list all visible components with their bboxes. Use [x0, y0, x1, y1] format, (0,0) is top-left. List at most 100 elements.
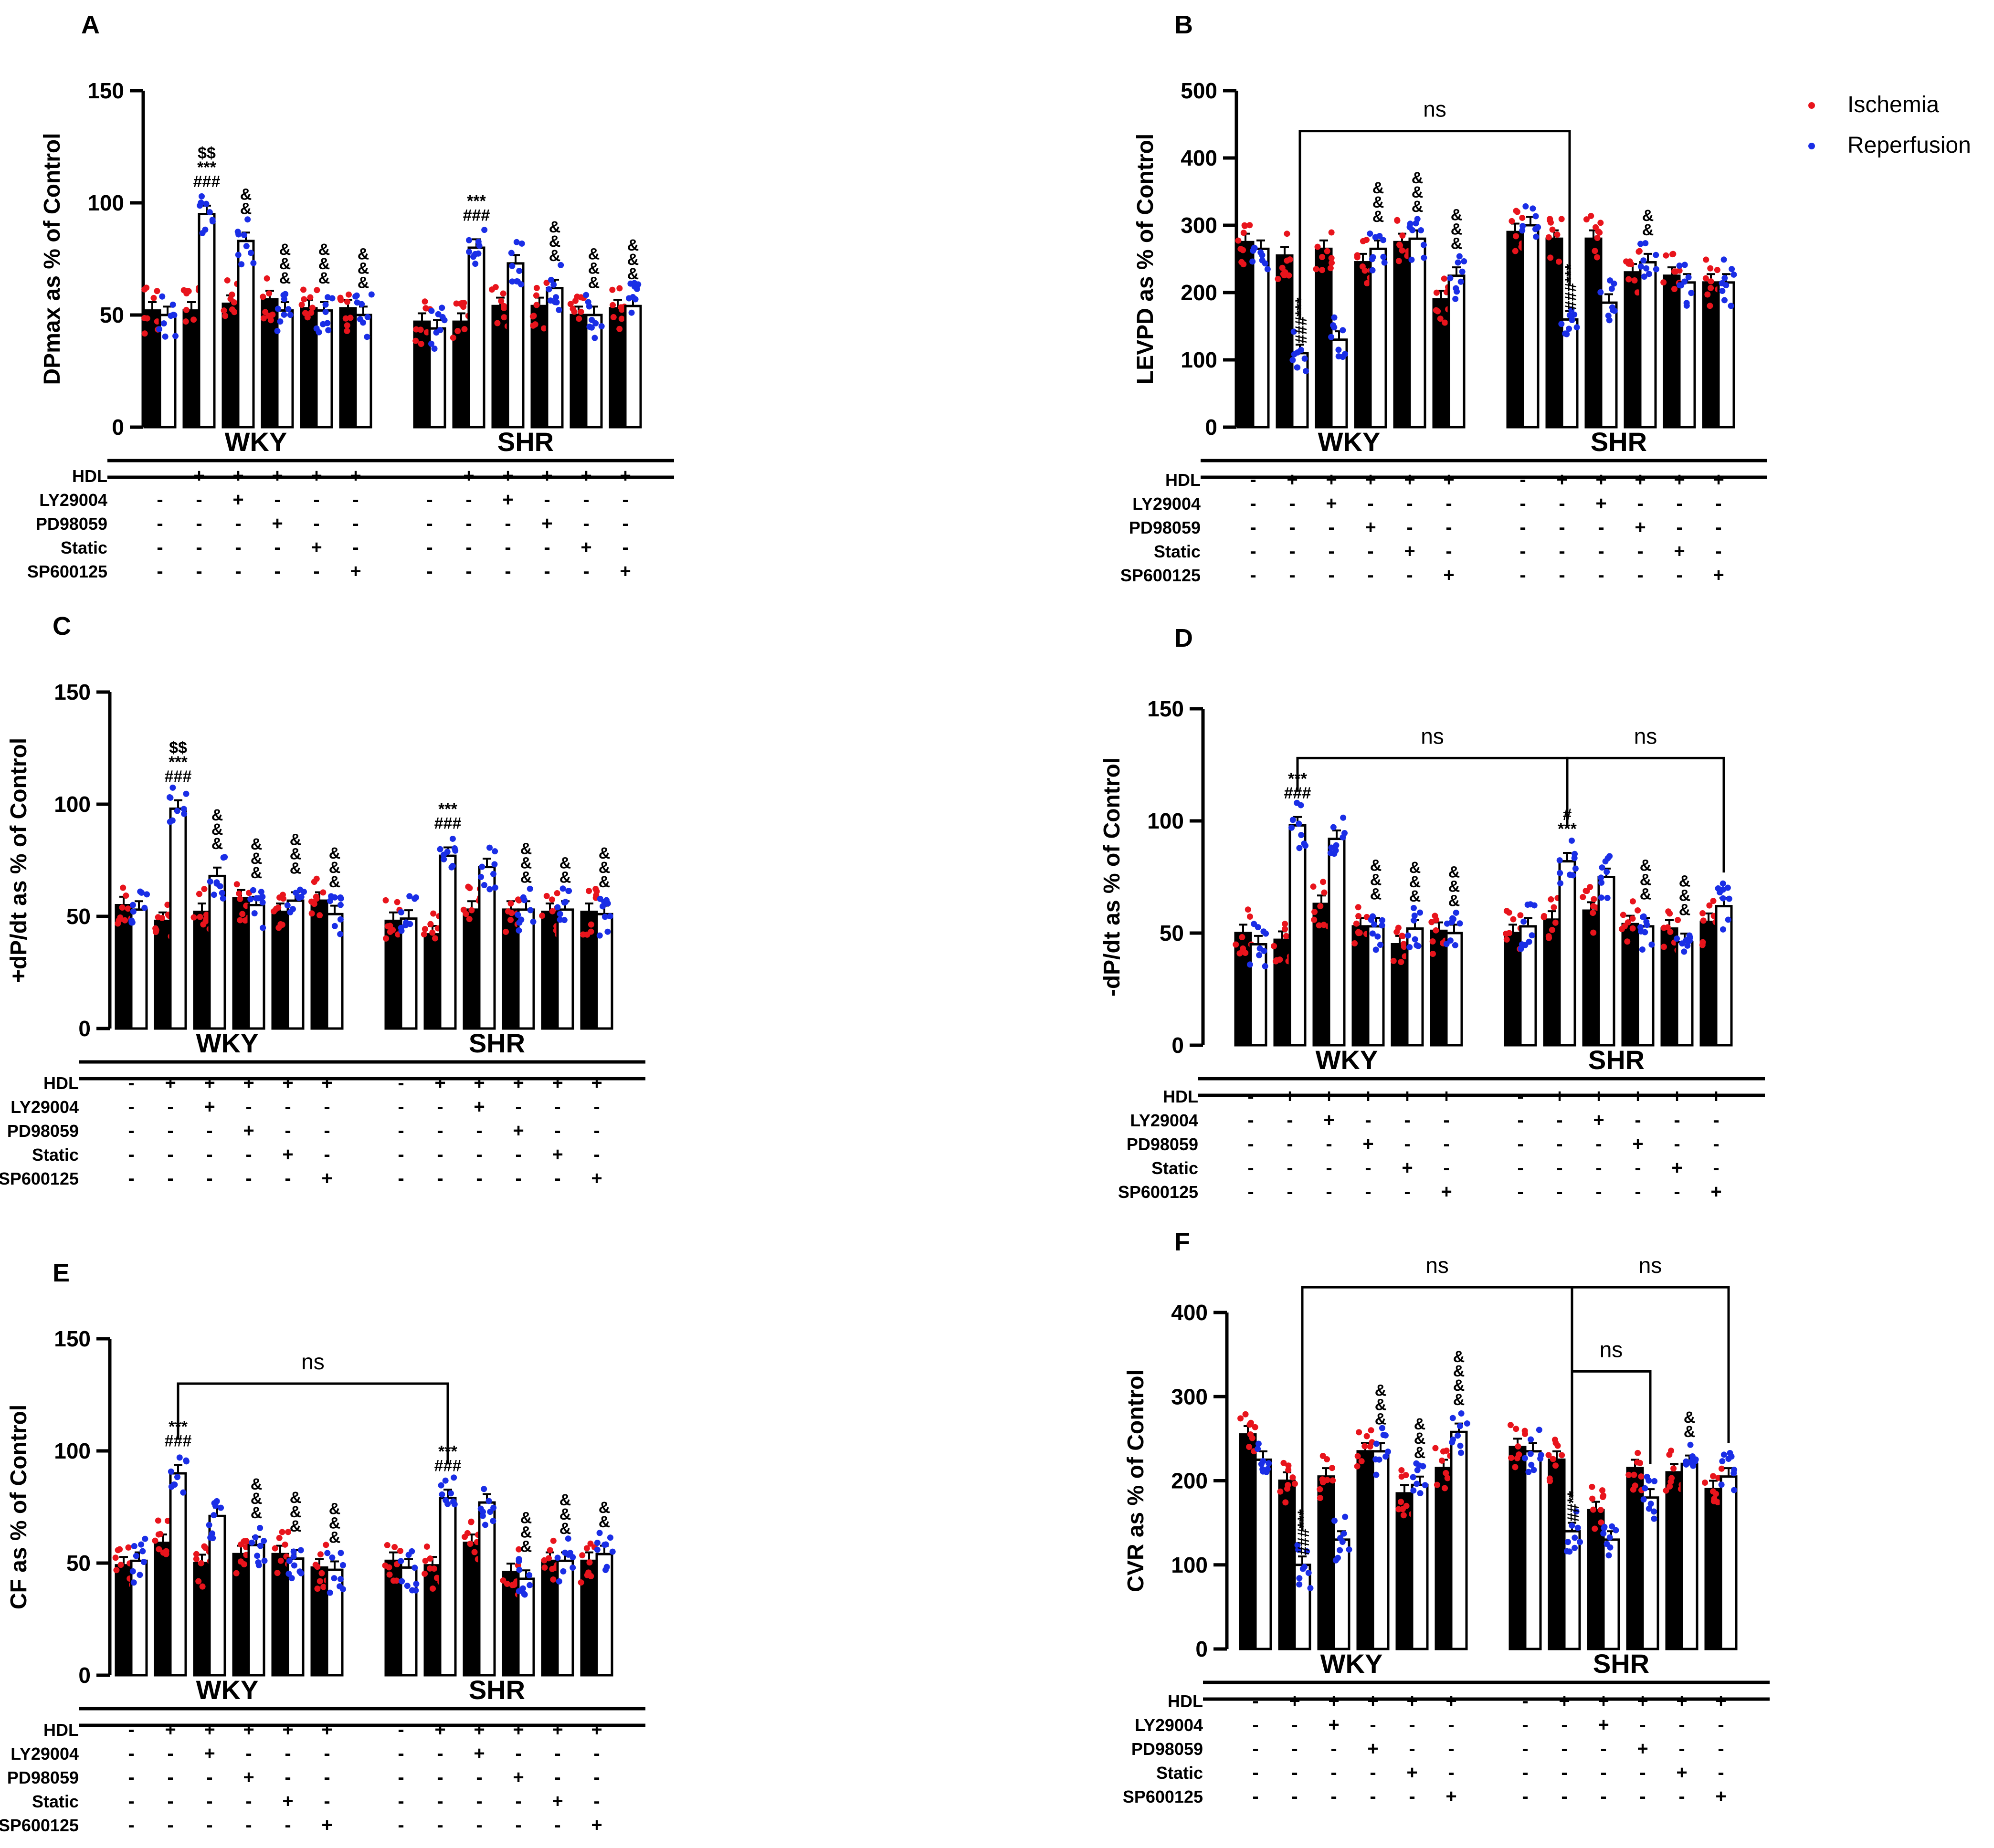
reperfusion-dot	[1566, 1548, 1573, 1555]
ischemia-dot	[1552, 919, 1559, 926]
reperfusion-dot	[481, 1486, 487, 1492]
ischemia-dot	[279, 922, 285, 928]
reperfusion-dot	[295, 895, 302, 902]
group-label-wky: WKY	[196, 1675, 259, 1705]
ischemia-dot	[386, 1571, 393, 1578]
reperfusion-dot	[398, 909, 404, 916]
reperfusion-dot	[519, 1585, 526, 1592]
reperfusion-dot	[1566, 326, 1572, 332]
ischemia-dot	[115, 1547, 121, 1554]
reperfusion-bar	[556, 908, 574, 1030]
ischemia-dot	[1275, 276, 1281, 283]
reperfusion-dot	[1572, 1544, 1578, 1551]
ischemia-dot	[1517, 912, 1524, 919]
ischemia-dot	[141, 330, 148, 337]
reperfusion-dot	[1520, 918, 1527, 925]
ischemia-dot	[1583, 888, 1590, 894]
ischemia-dot	[1629, 925, 1636, 932]
reperfusion-dot	[257, 1543, 264, 1549]
ischemia-bar	[1236, 241, 1255, 429]
ischemia-bar	[1660, 927, 1678, 1047]
condition-sign: -	[167, 1096, 173, 1117]
condition-sign: -	[1561, 1762, 1567, 1783]
condition-sign: -	[324, 1767, 330, 1788]
condition-sign: -	[593, 1096, 600, 1117]
significance-mark: &	[520, 1523, 532, 1542]
ischemia-dot	[593, 892, 600, 899]
condition-sign: -	[1561, 1714, 1567, 1735]
reperfusion-dot	[586, 323, 593, 330]
ischemia-bar	[1509, 1446, 1527, 1650]
ischemia-dot	[1360, 238, 1366, 244]
reperfusion-dot	[1303, 368, 1309, 375]
ischemia-dot	[1403, 1502, 1410, 1509]
condition-sign: -	[1404, 1181, 1410, 1202]
ischemia-dot	[198, 1560, 204, 1566]
reperfusion-dot	[1296, 820, 1302, 827]
ischemia-dot	[494, 320, 501, 326]
condition-sign: -	[515, 1168, 521, 1189]
reperfusion-dot	[1290, 328, 1297, 335]
ischemia-dot	[1594, 254, 1601, 261]
condition-sign: -	[1443, 1157, 1449, 1178]
ischemia-dot	[1398, 959, 1404, 966]
condition-sign: +	[1715, 1786, 1726, 1807]
ischemia-bar	[423, 1564, 442, 1677]
reperfusion-bar	[130, 908, 148, 1030]
reperfusion-dot	[601, 914, 608, 920]
reperfusion-dot	[142, 1535, 148, 1542]
condition-sign: -	[1522, 1786, 1528, 1807]
ischemia-dot	[1355, 913, 1362, 920]
ischemia-dot	[547, 1547, 553, 1554]
reperfusion-dot	[1598, 894, 1604, 901]
ischemia-dot	[1319, 1476, 1326, 1483]
condition-sign: -	[157, 513, 163, 534]
ischemia-dot	[1624, 938, 1631, 945]
ischemia-dot	[1399, 933, 1405, 939]
ischemia-bar	[570, 314, 588, 429]
ischemia-dot	[1285, 1462, 1292, 1469]
condition-label: SP600125	[1118, 1182, 1198, 1202]
ischemia-dot	[1630, 1486, 1636, 1493]
ischemia-dot	[609, 286, 616, 293]
significance-mark: &	[1448, 878, 1460, 896]
ischemia-dot	[1443, 1470, 1449, 1476]
reperfusion-dot	[1376, 1456, 1382, 1463]
ischemia-dot	[160, 1549, 167, 1556]
reperfusion-dot	[1374, 933, 1381, 940]
group-label-shr: SHR	[1588, 1045, 1645, 1075]
ischemia-bar	[1435, 1467, 1453, 1650]
ischemia-dot	[1313, 266, 1319, 273]
reperfusion-dot	[169, 817, 176, 824]
ischemia-dot	[423, 1543, 430, 1550]
significance-mark: &	[240, 200, 252, 218]
condition-sign: +	[1328, 1690, 1339, 1712]
condition-label: HDL	[1168, 1691, 1203, 1711]
ischemia-dot	[233, 1570, 240, 1576]
reperfusion-bar	[169, 807, 187, 1030]
condition-sign: -	[426, 561, 433, 582]
ischemia-bar	[423, 933, 442, 1030]
reperfusion-bar	[439, 854, 457, 1030]
condition-sign: +	[232, 465, 243, 486]
reperfusion-dot	[516, 1556, 522, 1563]
reperfusion-bar	[208, 1514, 226, 1677]
condition-sign: +	[1406, 1762, 1417, 1783]
reperfusion-dot	[1373, 1440, 1380, 1447]
condition-sign: -	[313, 561, 319, 582]
reperfusion-dot	[553, 294, 559, 301]
ischemia-dot	[549, 896, 555, 903]
condition-sign: -	[285, 1815, 291, 1836]
condition-sign: +	[243, 1767, 254, 1788]
condition-sign: +	[282, 1719, 293, 1740]
reperfusion-dot	[490, 1518, 496, 1524]
ischemia-dot	[1668, 1475, 1675, 1481]
condition-sign: -	[1522, 1690, 1528, 1712]
ischemia-dot	[277, 1557, 284, 1564]
condition-sign: +	[1554, 1086, 1565, 1107]
reperfusion-dot	[322, 301, 329, 308]
ischemia-dot	[237, 896, 243, 903]
ischemia-dot	[304, 314, 311, 321]
ischemia-dot	[1594, 234, 1601, 241]
reperfusion-dot	[1257, 249, 1264, 256]
